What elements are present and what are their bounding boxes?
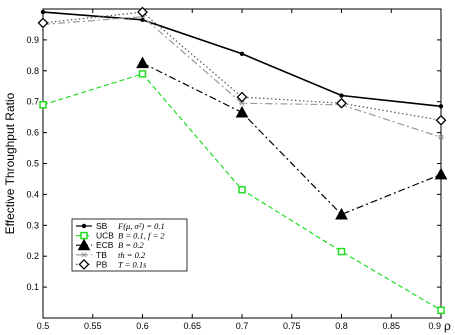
data-point-sb <box>40 9 46 15</box>
legend-label-ucb: UCB <box>96 231 114 241</box>
y-tick-label: 0.5 <box>26 159 39 169</box>
data-point-ucb <box>437 306 445 315</box>
y-tick-label: 0.3 <box>26 220 39 230</box>
data-point-ucb <box>238 186 246 194</box>
legend-label-sb: SB <box>96 221 108 231</box>
y-tick-label: 0.4 <box>26 189 39 199</box>
y-tick-label: 0.2 <box>26 251 39 261</box>
data-point-pb <box>37 17 49 29</box>
y-tick-label: 0.9 <box>26 35 39 45</box>
data-point-sb <box>239 51 245 57</box>
star-stroke <box>81 252 87 258</box>
data-point-sb <box>339 93 344 98</box>
data-point-tb <box>239 100 245 106</box>
series-line-pb <box>42 11 442 121</box>
series-ecb <box>136 56 448 220</box>
legend-param-sb: F(μ, σ²) = 0.1 <box>117 221 165 231</box>
data-point-sb <box>140 17 145 23</box>
legend-param-tb: th = 0.2 <box>118 250 146 260</box>
x-tick-label: 0.55 <box>84 321 102 331</box>
series-sb <box>40 9 444 109</box>
data-point-pb <box>336 97 347 109</box>
star-stroke <box>438 134 444 140</box>
legend-param-ecb: B = 0.2 <box>118 240 145 250</box>
data-point-pb <box>236 91 248 103</box>
data-point-pb <box>137 6 148 18</box>
data-point-ecb <box>434 167 448 180</box>
legend-label-tb: TB <box>96 250 107 260</box>
data-point-ucb <box>337 247 346 256</box>
axis-ticks: 0.5 0.55 0.6 0.65 0.7 0.75 0.8 0.85 0.9 0.1 0.2 0.3… <box>26 9 442 331</box>
legend-marker-pb <box>78 258 90 270</box>
data-point-ecb <box>136 56 149 69</box>
y-tick-label: 0.8 <box>26 66 39 76</box>
series-layer <box>37 6 448 315</box>
x-tick-label: 0.7 <box>236 321 249 331</box>
y-axis-title: Effective Throughput Ratio <box>3 92 17 234</box>
x-tick-label: 0.5 <box>37 321 50 331</box>
y-tick-label: 0.6 <box>26 128 39 138</box>
data-point-ecb <box>335 207 348 220</box>
data-point-ucb <box>138 70 147 78</box>
x-tick-label: 0.65 <box>183 321 201 331</box>
x-tick-label: 0.6 <box>136 321 149 331</box>
x-tick-label: 0.75 <box>283 321 301 331</box>
data-point-ecb <box>235 105 249 118</box>
data-point-sb <box>438 104 444 109</box>
data-point-ucb <box>39 101 47 109</box>
star-stroke <box>239 100 245 106</box>
data-point-tb <box>438 134 444 140</box>
legend-param-ucb: B = 0.1, f = 2 <box>118 231 165 241</box>
legend-param-pb: T = 0.1s <box>118 259 147 269</box>
series-tb <box>40 14 444 140</box>
series-pb <box>37 6 447 126</box>
series-ucb <box>39 70 445 315</box>
series-line-tb <box>42 16 442 138</box>
legend-marker-sb <box>81 223 87 229</box>
y-tick-label: 0.7 <box>26 97 39 107</box>
x-tick-label: 0.9 <box>428 321 441 331</box>
x-tick-label: 0.8 <box>335 321 348 331</box>
legend-label-ecb: ECB <box>96 240 114 250</box>
legend-marker-ucb <box>80 231 88 240</box>
y-tick-label: 0.1 <box>26 282 39 292</box>
legend-marker-ecb <box>77 238 91 251</box>
x-axis-title: ρ <box>444 319 451 333</box>
legend-label-pb: PB <box>96 259 108 269</box>
legend-marker-tb <box>81 252 87 258</box>
series-line-ecb <box>142 62 442 216</box>
x-tick-label: 0.85 <box>382 321 400 331</box>
data-point-pb <box>435 114 447 126</box>
